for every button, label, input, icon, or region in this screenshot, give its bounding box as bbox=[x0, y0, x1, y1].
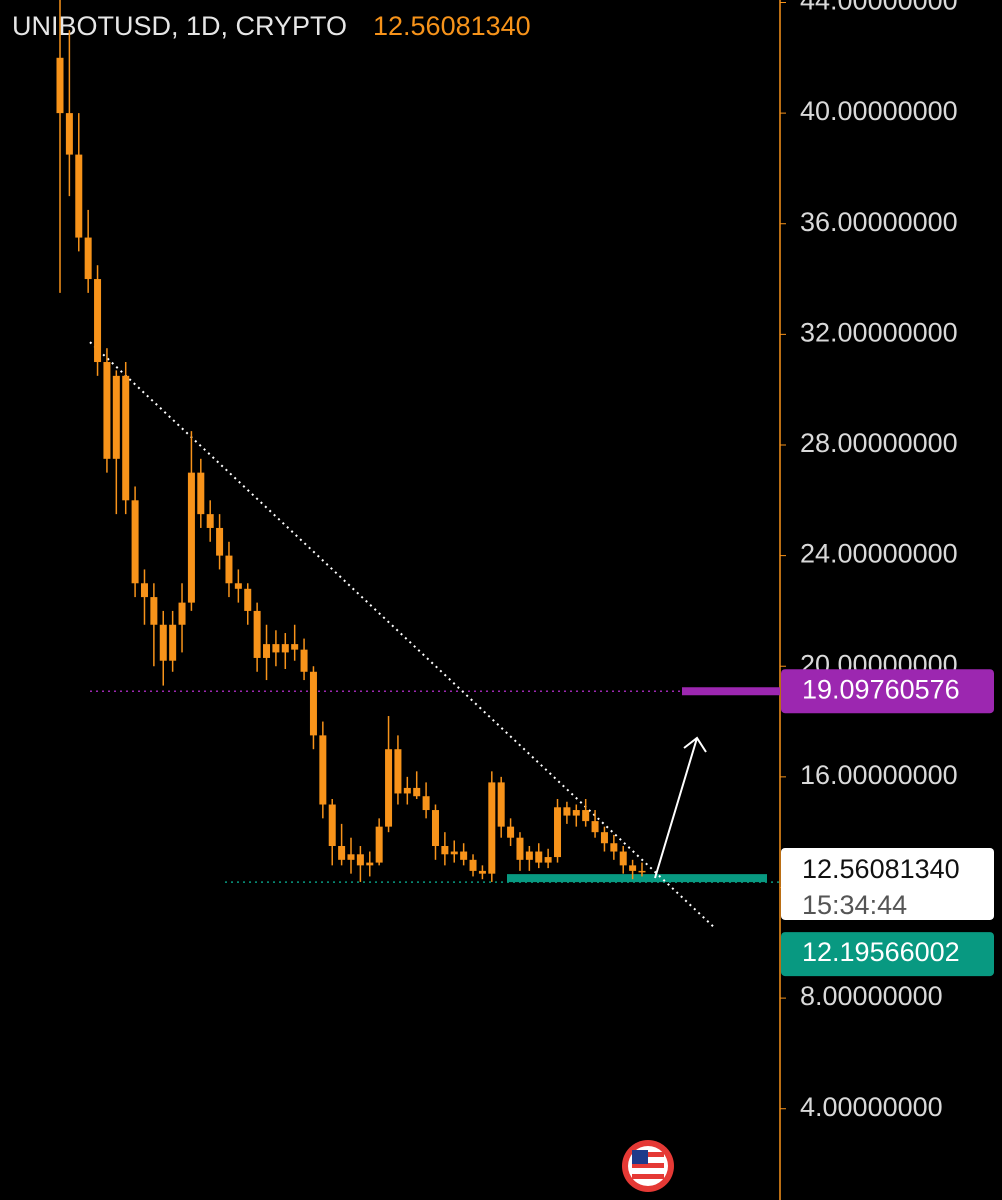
y-tick-label: 44.00000000 bbox=[800, 0, 958, 16]
y-tick-label: 16.00000000 bbox=[800, 760, 958, 790]
candle-body bbox=[572, 810, 580, 816]
y-tick-label: 28.00000000 bbox=[800, 428, 958, 458]
candle-body bbox=[178, 602, 186, 625]
candle-body bbox=[544, 857, 552, 863]
flag-canton bbox=[632, 1150, 648, 1164]
candle-body bbox=[328, 804, 336, 847]
candle-body bbox=[169, 624, 177, 661]
candle-body bbox=[460, 851, 468, 860]
y-tick-label: 8.00000000 bbox=[800, 981, 943, 1011]
candle-body bbox=[253, 610, 261, 658]
candle-body bbox=[291, 644, 299, 650]
candle-body bbox=[394, 749, 402, 794]
candle-body bbox=[112, 375, 120, 459]
candle-body bbox=[150, 597, 158, 625]
candle-body bbox=[272, 644, 280, 653]
candle-body bbox=[234, 583, 242, 589]
candle-body bbox=[131, 500, 139, 584]
candle-body bbox=[300, 649, 308, 672]
support-box bbox=[781, 932, 994, 977]
candle-body bbox=[563, 807, 571, 816]
flag-stripe bbox=[632, 1174, 664, 1179]
y-tick-label: 32.00000000 bbox=[800, 317, 958, 347]
candle-body bbox=[610, 843, 618, 852]
candle-body bbox=[629, 865, 637, 871]
breakout-arrow bbox=[654, 736, 707, 879]
candle-body bbox=[488, 782, 496, 874]
candle-body bbox=[366, 862, 374, 866]
candle-body bbox=[441, 846, 449, 855]
candle-body bbox=[140, 583, 148, 598]
candle-body bbox=[516, 837, 524, 860]
candle-body bbox=[187, 472, 195, 603]
candle-body bbox=[619, 851, 627, 866]
candle-body bbox=[469, 859, 477, 871]
y-tick-label: 40.00000000 bbox=[800, 96, 958, 126]
resistance-label: 19.09760576 bbox=[802, 674, 960, 704]
y-tick-label: 36.00000000 bbox=[800, 207, 958, 237]
candle-body bbox=[206, 514, 214, 528]
title-price: 12.56081340 bbox=[373, 11, 531, 41]
candle-body bbox=[497, 782, 505, 827]
candle-body bbox=[375, 826, 383, 863]
candle-body bbox=[347, 854, 355, 860]
candle-body bbox=[422, 796, 430, 811]
candle-body bbox=[478, 870, 486, 874]
last-price-label: 12.56081340 bbox=[802, 854, 960, 884]
candle-body bbox=[84, 237, 92, 280]
y-tick-label: 24.00000000 bbox=[800, 539, 958, 569]
chart-title: UNIBOTUSD, 1D, CRYPTO bbox=[12, 11, 347, 41]
support-label: 12.19566002 bbox=[802, 937, 960, 967]
candle-body bbox=[225, 555, 233, 584]
countdown-label: 15:34:44 bbox=[802, 890, 907, 920]
candle-body bbox=[638, 870, 646, 873]
candle-body bbox=[159, 624, 167, 661]
candle-body bbox=[263, 644, 271, 658]
candle-body bbox=[554, 807, 562, 858]
candle-body bbox=[216, 527, 224, 556]
candle-body bbox=[431, 810, 439, 847]
candle-body bbox=[103, 362, 111, 459]
y-tick-label: 4.00000000 bbox=[800, 1092, 943, 1122]
candle-body bbox=[403, 787, 411, 794]
resistance-box bbox=[781, 669, 994, 714]
candle-body bbox=[122, 375, 130, 501]
candle-body bbox=[450, 851, 458, 855]
candle-body bbox=[535, 851, 543, 863]
candle-body bbox=[507, 826, 515, 838]
candle-body bbox=[600, 832, 608, 844]
candle-body bbox=[197, 472, 205, 515]
candle-body bbox=[338, 846, 346, 860]
candle-body bbox=[385, 749, 393, 827]
candle-body bbox=[65, 113, 73, 155]
candle-body bbox=[582, 810, 590, 822]
candle-body bbox=[525, 851, 533, 860]
candle-body bbox=[309, 671, 317, 736]
candle-body bbox=[75, 154, 83, 238]
flag-icon[interactable] bbox=[622, 1140, 674, 1192]
candle-body bbox=[281, 644, 289, 653]
candle-body bbox=[319, 735, 327, 805]
candle-body bbox=[244, 588, 252, 611]
candle-body bbox=[56, 57, 64, 114]
candle-body bbox=[591, 821, 599, 833]
last-price-box bbox=[781, 847, 994, 920]
candle-body bbox=[356, 854, 364, 866]
candle-body bbox=[413, 787, 421, 797]
flag-stripe bbox=[632, 1163, 664, 1168]
candle-body bbox=[94, 279, 102, 363]
